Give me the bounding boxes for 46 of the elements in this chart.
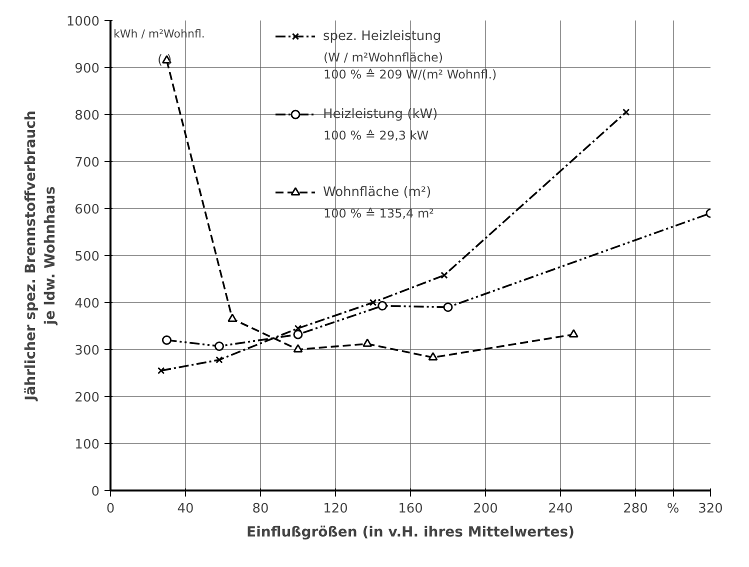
legend-label: spez. Heizleistung xyxy=(323,28,442,46)
y-tick-label: 700 xyxy=(74,156,100,170)
point xyxy=(362,338,372,347)
point xyxy=(293,330,303,340)
x-tick-label: 200 xyxy=(473,502,498,516)
point xyxy=(228,314,238,322)
y-axis-title: Jährlicher spez. Brennstoffverbrauch je ldw. Wohnhaus xyxy=(23,110,58,402)
y-tick-label: 100 xyxy=(74,438,100,452)
x-tick-label: 80 xyxy=(252,502,269,516)
x-tick-label: 280 xyxy=(623,502,648,516)
annotation: 100 % ≙ 29,3 kW xyxy=(324,128,429,142)
x-axis-title: Einflußgrößen (in v.H. ihres Mittelwertes) xyxy=(246,524,574,540)
x-tick-label: 160 xyxy=(398,502,423,516)
x-tick-label: 240 xyxy=(548,502,573,516)
point xyxy=(369,298,377,306)
point xyxy=(378,301,388,311)
y-tick-label: 0 xyxy=(91,484,100,500)
y-tick-label: 600 xyxy=(74,202,100,218)
point xyxy=(428,352,438,361)
annotation: 100 % ≙ 135,4 m² xyxy=(324,206,434,220)
y-tick-label: 800 xyxy=(74,108,100,124)
y-tick-label: 400 xyxy=(74,296,100,312)
annotation: (W / m²Wohnfläche) 100 % ≙ 209 W/(m² Wohnfl.) xyxy=(324,50,497,82)
point xyxy=(162,335,172,345)
annotation: kWh / m²Wohnfl. xyxy=(114,28,205,41)
point xyxy=(622,108,630,116)
point xyxy=(214,341,224,351)
x-tick-label: % xyxy=(666,502,680,516)
x-tick-label: 40 xyxy=(177,502,194,516)
point xyxy=(568,329,578,338)
point xyxy=(294,324,302,332)
point xyxy=(440,272,448,279)
legend-label: Wohnfläche (m²) xyxy=(323,184,432,202)
point xyxy=(443,302,453,312)
y-tick-label: 1000 xyxy=(66,14,100,30)
legend-label: Heizleistung (kW) xyxy=(323,106,438,124)
point xyxy=(216,356,223,364)
y-tick-label: 200 xyxy=(74,390,100,406)
x-tick-label: 320 xyxy=(698,502,723,516)
x-tick-label: 120 xyxy=(323,502,348,516)
point xyxy=(293,344,303,353)
point xyxy=(158,367,165,374)
y-tick-label: 500 xyxy=(74,250,100,264)
y-tick-label: 900 xyxy=(74,62,100,76)
x-tick-label: 0 xyxy=(106,502,115,516)
y-tick-label: 300 xyxy=(74,344,100,358)
